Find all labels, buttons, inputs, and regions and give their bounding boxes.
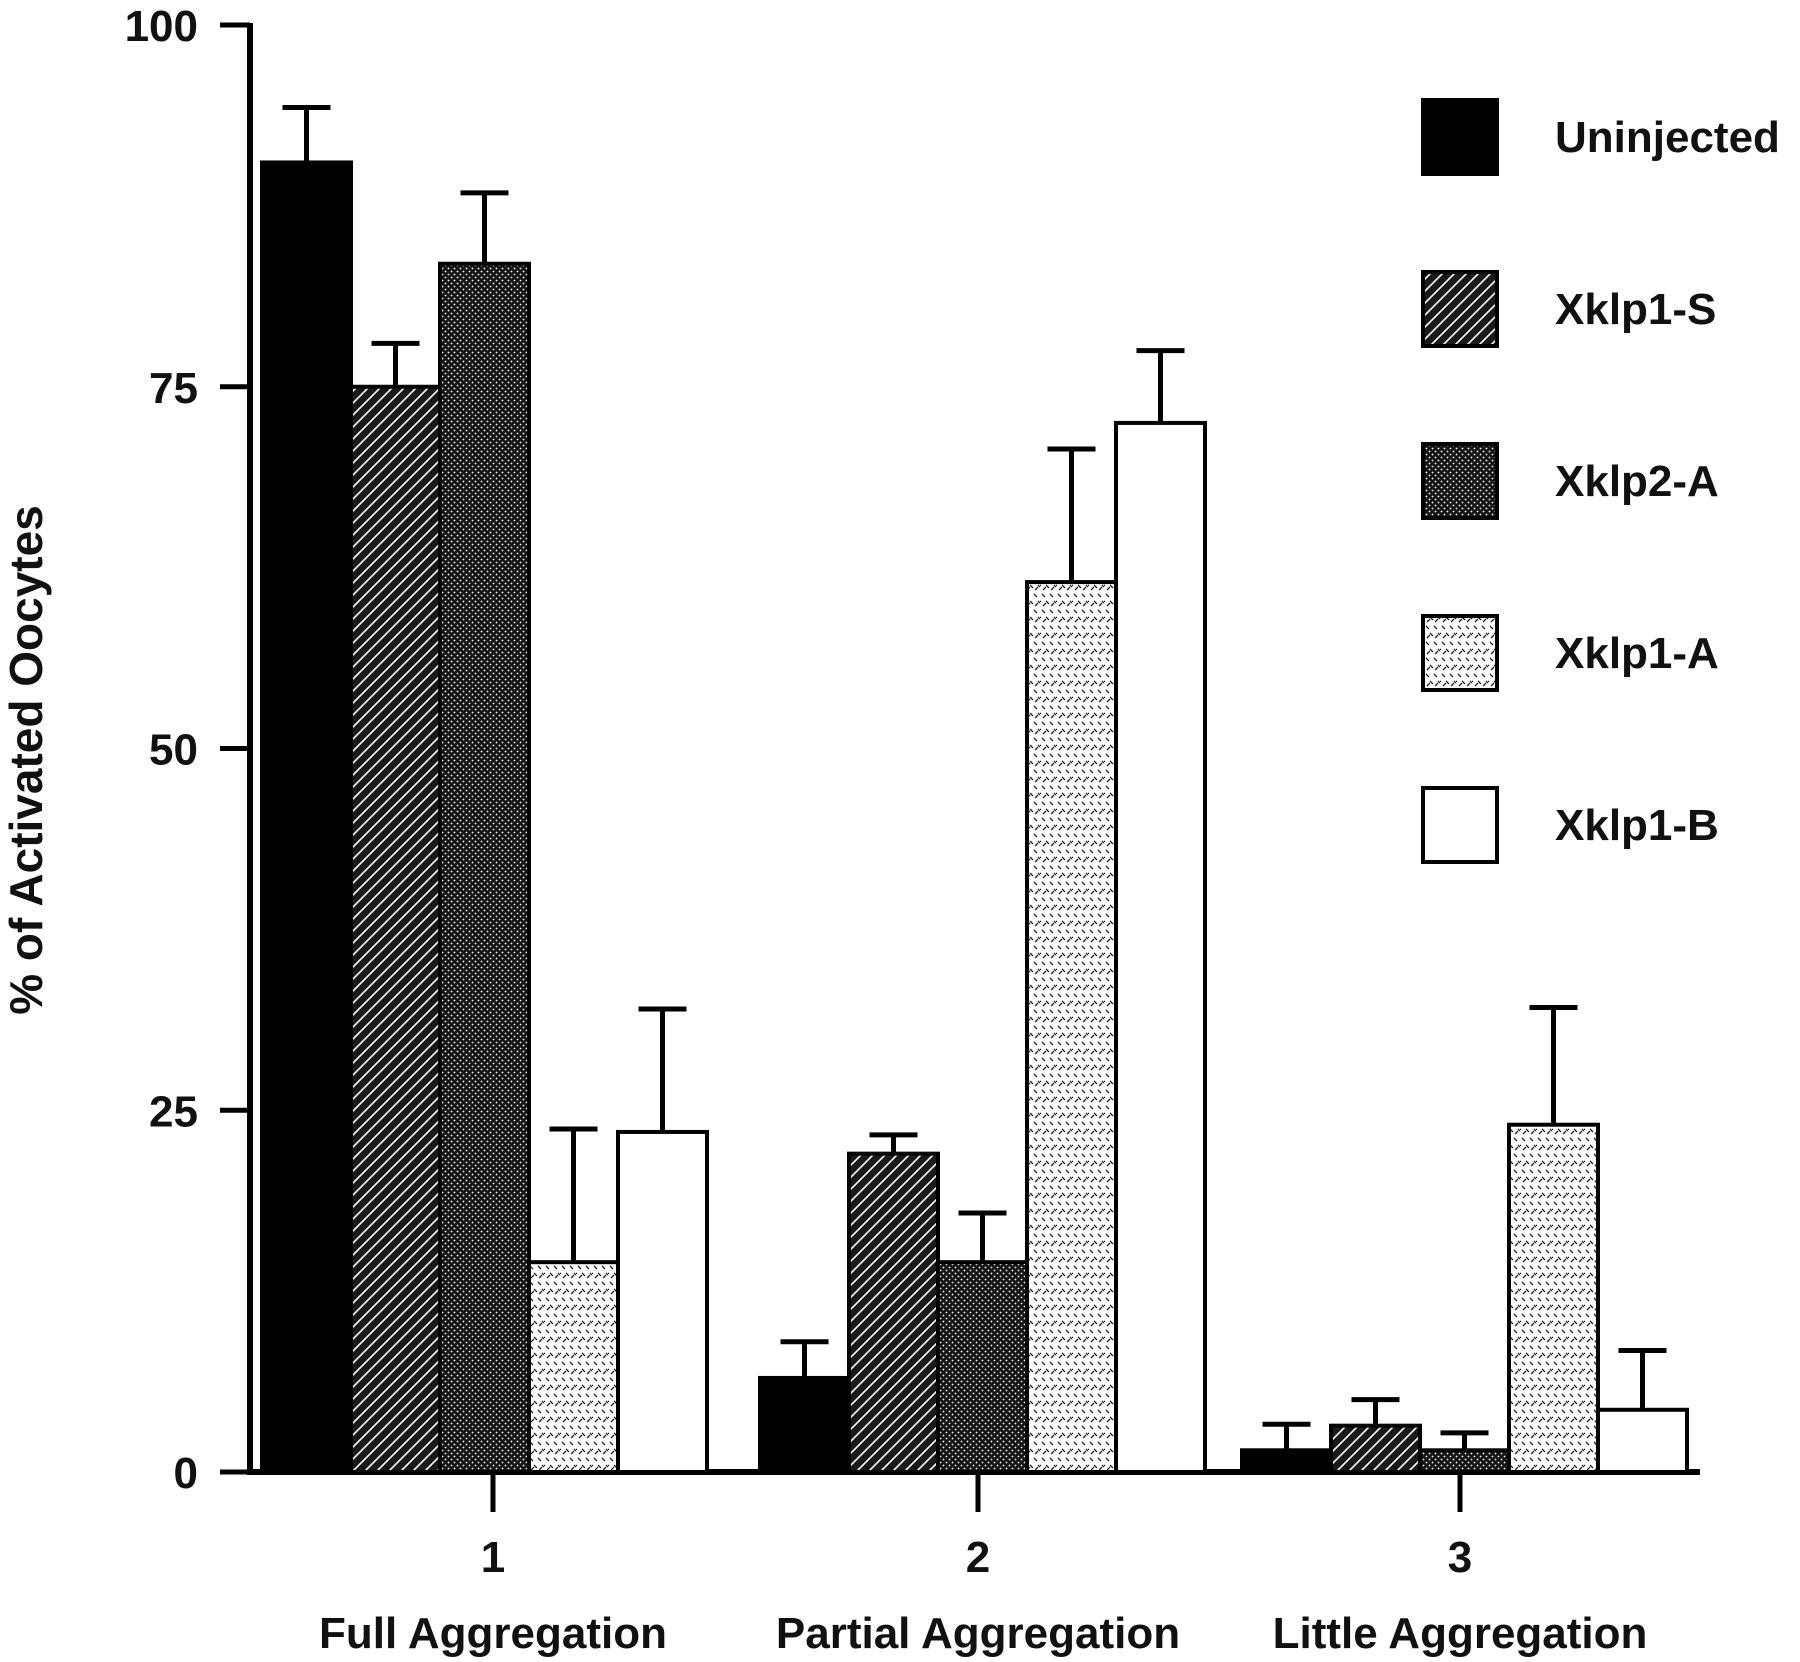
legend-swatch	[1421, 442, 1499, 520]
y-tick-label: 0	[174, 1449, 198, 1498]
bar	[758, 1375, 851, 1474]
bar	[1507, 1122, 1600, 1474]
category-label: Little Aggregation	[1273, 1609, 1648, 1658]
axis-labels: 0 25 50 75 100 % of Activated Oocytes 1 Full Ag…	[0, 2, 1647, 1658]
legend-swatch	[1421, 98, 1499, 176]
error-bars	[282, 104, 1667, 1451]
bars	[260, 160, 1689, 1475]
bar	[438, 261, 531, 1474]
legend-swatch	[1421, 614, 1499, 692]
y-tick-label: 100	[125, 2, 198, 51]
bar	[349, 384, 442, 1474]
bar	[616, 1129, 709, 1474]
legend-label: Xklp1-S	[1555, 285, 1716, 334]
x-tick-label: 1	[481, 1533, 505, 1582]
bar	[260, 160, 353, 1475]
legend-label: Xklp1-A	[1555, 629, 1719, 678]
legend-swatch	[1421, 270, 1499, 348]
bar	[936, 1260, 1029, 1475]
bar	[527, 1260, 620, 1475]
y-tick-label: 75	[149, 364, 198, 413]
bar	[847, 1151, 940, 1475]
x-tick-label: 3	[1448, 1533, 1472, 1582]
x-tick-label: 2	[966, 1533, 990, 1582]
bar	[1418, 1448, 1511, 1475]
y-axis-title: % of Activated Oocytes	[0, 505, 52, 1015]
bar	[1596, 1407, 1689, 1475]
bar	[1114, 420, 1207, 1474]
category-label: Partial Aggregation	[776, 1609, 1180, 1658]
legend-label: Xklp2-A	[1555, 457, 1719, 506]
bar	[1240, 1448, 1333, 1475]
legend-label: Uninjected	[1555, 113, 1780, 162]
legend: Uninjected Xklp1-S Xklp2-A Xklp1-A Xklp1-B	[1421, 98, 1780, 864]
category-label: Full Aggregation	[319, 1609, 667, 1658]
bar	[1329, 1423, 1422, 1475]
y-tick-label: 25	[149, 1087, 198, 1136]
legend-label: Xklp1-B	[1555, 801, 1719, 850]
bar	[1025, 580, 1118, 1474]
y-tick-label: 50	[149, 726, 198, 775]
legend-swatch	[1421, 786, 1499, 864]
